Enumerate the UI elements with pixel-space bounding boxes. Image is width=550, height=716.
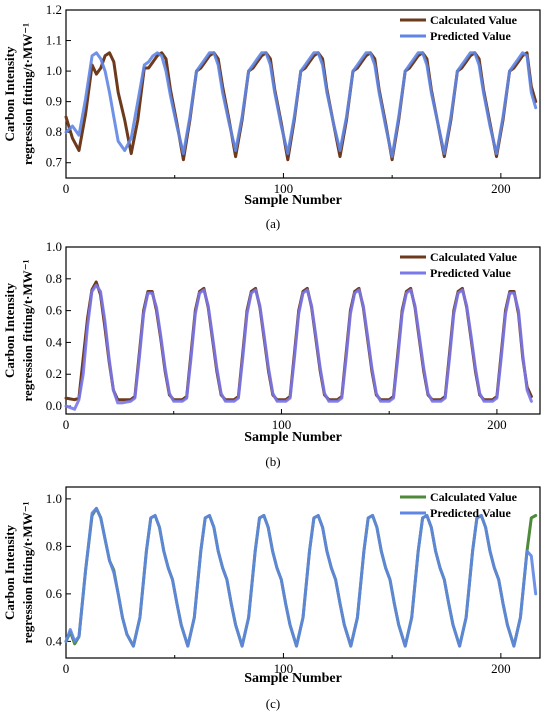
legend-label-predicted: Predicted Value [430, 506, 511, 520]
y-tick-label: 0.6 [46, 303, 63, 318]
panel-label: (b) [265, 454, 280, 469]
y-tick-label: 0.4 [46, 334, 63, 349]
chart-panel-3: 0 100 200 0.4 0.6 0.8 1.0 Calculated Value Predi… [2, 486, 541, 711]
legend-label-calculated: Calculated Value [430, 13, 518, 27]
series-line-predicted [64, 506, 538, 648]
legend-label-calculated: Calculated Value [430, 250, 518, 264]
y-axis-title-line1: Carbon Intensity [2, 525, 17, 620]
x-tick-label: 100 [274, 181, 294, 196]
y-tick-label: 0.0 [46, 398, 62, 413]
y-tick-label: 1.0 [46, 491, 62, 506]
x-axis-title: Sample Number [244, 430, 342, 445]
y-tick-label: 0.9 [46, 94, 62, 109]
legend-label-predicted: Predicted Value [430, 29, 511, 43]
chart-panel-2: 0 100 200 0.0 0.2 0.4 0.6 0.8 1.0 Calculated Valu… [2, 239, 541, 469]
chart-panel-1: 0 100 200 0.7 0.8 0.9 1.0 1.1 1.2 Calculated Valu… [2, 2, 541, 231]
x-tick-label: 200 [491, 181, 511, 196]
y-axis-title-line2: regression fitting/t·MW⁻¹ [20, 501, 35, 643]
y-tick-label: 0.7 [46, 155, 63, 170]
y-tick-label: 1.0 [46, 63, 62, 78]
plot-frame [65, 246, 541, 415]
y-axis-title-line1: Carbon Intensity [2, 46, 17, 141]
x-tick-label: 0 [63, 417, 70, 432]
panel-label: (a) [266, 216, 280, 231]
y-axis-title-line1: Carbon Intensity [2, 283, 17, 378]
series-line-predicted [64, 51, 538, 159]
x-tick-label: 100 [274, 661, 294, 676]
y-tick-label: 1.1 [46, 33, 62, 48]
y-tick-label: 0.4 [46, 633, 63, 648]
plot-frame [65, 9, 541, 179]
legend-label-calculated: Calculated Value [430, 490, 518, 504]
x-tick-label: 0 [63, 181, 70, 196]
y-tick-label: 1.2 [46, 2, 62, 17]
series-line-predicted [64, 283, 533, 411]
x-tick-label: 200 [487, 417, 507, 432]
x-axis-title: Sample Number [244, 671, 342, 686]
series-line-calculated [64, 51, 538, 162]
y-tick-label: 0.8 [46, 538, 62, 553]
x-tick-label: 0 [63, 661, 70, 676]
y-axis-title-line2: regression fitting/t·MW⁻¹ [20, 259, 35, 401]
plot-frame [65, 486, 541, 659]
x-axis-title: Sample Number [244, 193, 342, 208]
panel-label: (c) [266, 696, 280, 711]
y-tick-label: 0.8 [46, 124, 62, 139]
y-axis-title-line2: regression fitting/t·MW⁻¹ [20, 23, 35, 165]
x-tick-label: 200 [491, 661, 511, 676]
y-tick-label: 0.2 [46, 366, 62, 381]
legend-label-predicted: Predicted Value [430, 266, 511, 280]
y-tick-label: 0.8 [46, 271, 62, 286]
y-tick-label: 1.0 [46, 239, 62, 254]
y-tick-label: 0.6 [46, 586, 63, 601]
x-tick-label: 100 [272, 417, 292, 432]
